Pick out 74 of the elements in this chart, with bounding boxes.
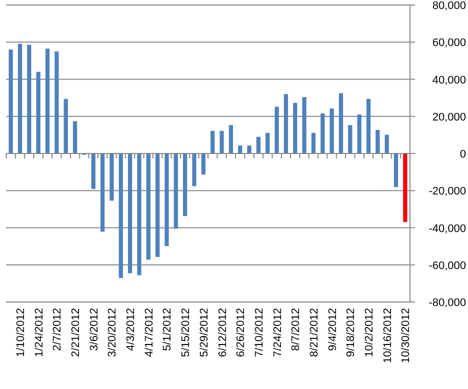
x-tick-label: 6/26/2012 [235,308,248,357]
x-tick-label: 10/30/2012 [400,308,412,364]
x-tick-label: 5/1/2012 [162,308,174,351]
bar [45,48,50,154]
bar [8,50,13,154]
bar [394,154,398,188]
x-tick-label: 4/17/2012 [143,308,156,357]
x-tick-label: 9/18/2012 [345,308,358,357]
x-tick-label: 10/16/2012 [382,308,394,364]
bar [183,154,188,216]
x-tick-label: 10/2/2012 [364,308,376,357]
bar [128,154,132,274]
bar [357,114,362,154]
x-tick-label: 2/21/2012 [70,308,82,357]
bar [155,154,160,257]
x-tick-label: 8/21/2012 [308,308,320,357]
y-tick-label: 40,000 [432,74,466,86]
x-tick-label: 1/10/2012 [14,308,27,357]
bar [238,146,242,154]
bar [348,125,352,154]
bar [220,130,224,154]
x-tick-label: 8/7/2012 [290,308,302,351]
x-tick-label: 1/24/2012 [33,308,46,357]
bar [36,72,40,154]
y-tick-label: -40,000 [428,222,466,235]
bar [91,154,96,189]
bar [201,154,206,174]
x-tick-label: 2/7/2012 [52,308,64,351]
x-tick-label: 5/29/2012 [198,308,210,357]
x-tick-label: 5/15/2012 [180,308,192,357]
bar [118,154,123,278]
bar [403,154,408,222]
bar [210,130,215,154]
bar [27,44,32,154]
x-tick-label: 7/10/2012 [253,308,266,357]
y-tick-label: -20,000 [428,186,466,198]
bar [366,98,371,154]
bar [18,44,22,154]
bar [293,102,298,154]
y-tick-label: 60,000 [432,37,466,50]
bar [228,125,233,154]
bar [72,121,78,154]
x-tick-label: 7/24/2012 [272,308,284,357]
bar [302,97,306,154]
y-tick-label: 20,000 [432,111,466,124]
bar [330,108,334,154]
x-tick-label: 6/12/2012 [216,308,229,357]
y-tick-label: -60,000 [428,260,466,272]
bar [247,146,252,154]
y-tick-label: 0 [460,148,466,160]
bar [146,154,150,260]
bar [174,154,178,229]
bar [266,132,270,154]
x-tick-label: 3/6/2012 [88,308,100,351]
bar [164,154,169,246]
bar [376,130,380,154]
bar [384,134,389,154]
bar [284,94,288,154]
bar [137,154,142,276]
bar [274,106,279,154]
x-tick-label: 3/20/2012 [106,308,119,357]
bar [338,93,344,154]
x-tick-label: 4/3/2012 [125,308,138,351]
bar [110,154,114,201]
bar [100,154,105,232]
bar [64,98,68,154]
bar [192,154,196,186]
y-tick-label: 80,000 [432,0,466,12]
bar [256,136,261,154]
x-tick-label: 9/4/2012 [326,308,339,351]
y-tick-label: -80,000 [428,297,466,309]
bar [311,132,316,154]
bar [320,113,325,154]
bar [54,51,59,154]
